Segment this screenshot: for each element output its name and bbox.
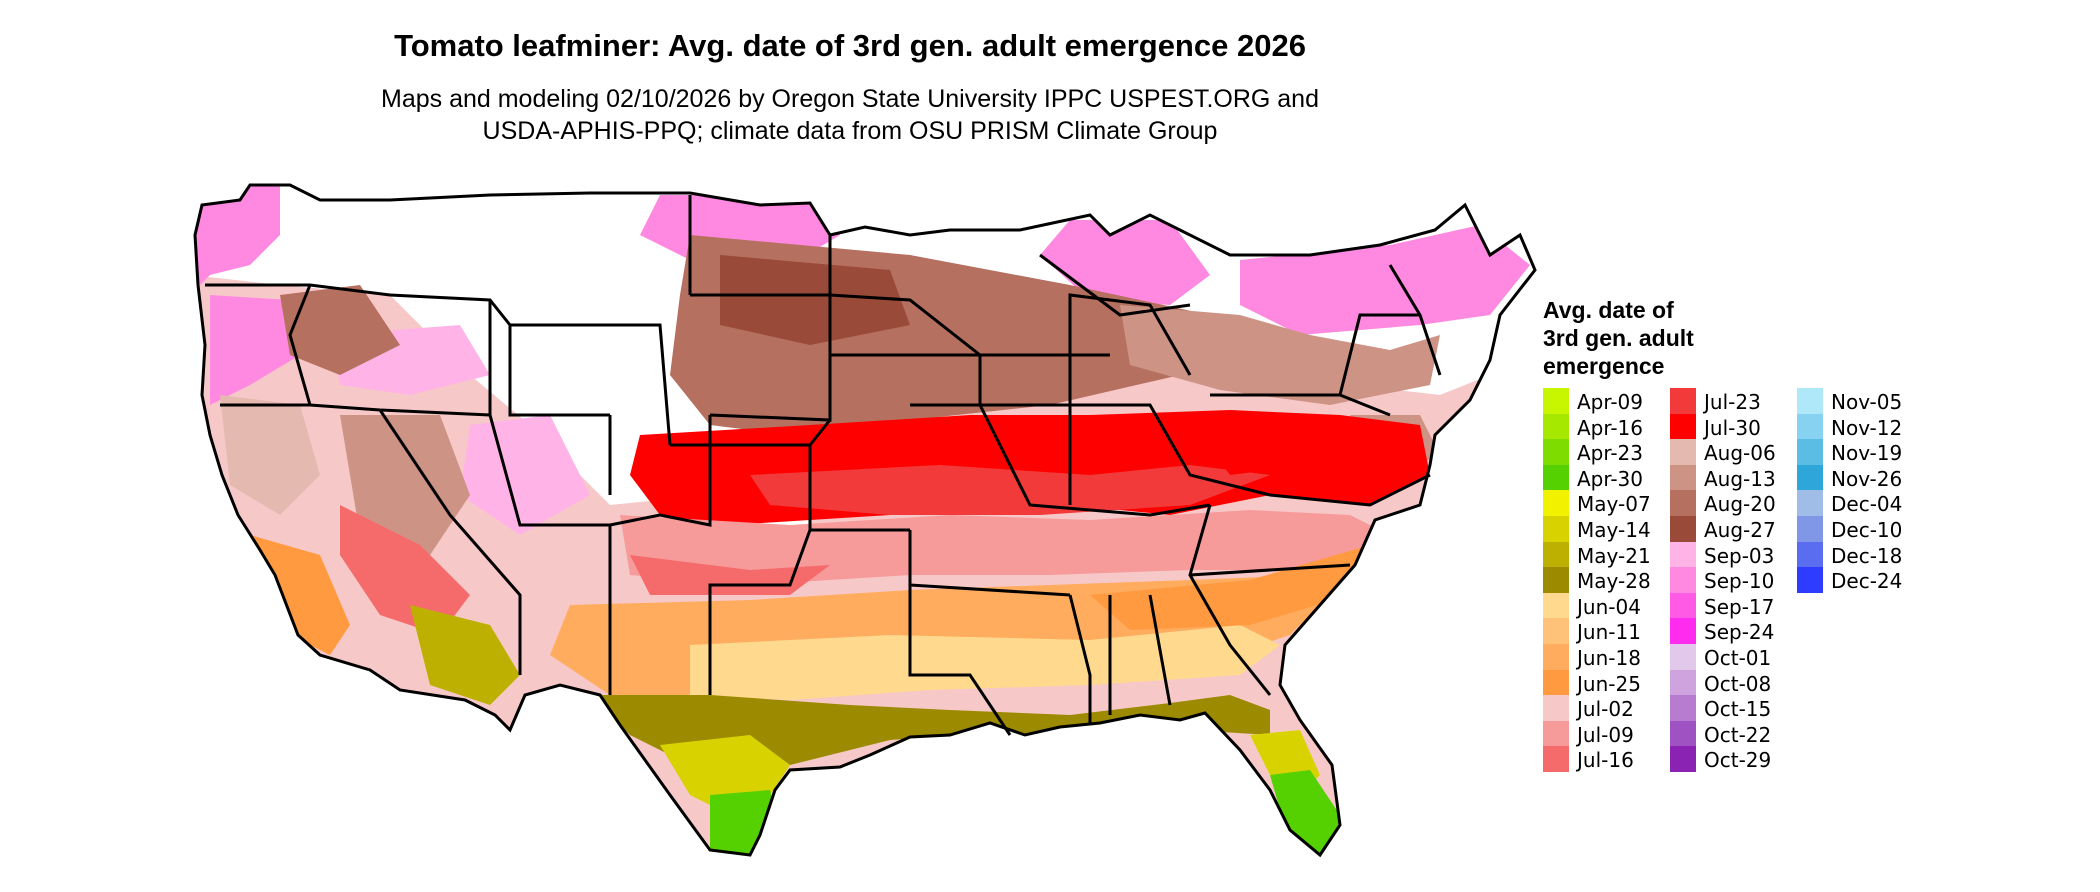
legend-title: Avg. date of 3rd gen. adult emergence: [1543, 296, 1783, 380]
map-subtitle-line-2: USDA-APHIS-PPQ; climate data from OSU PR…: [482, 117, 1218, 145]
legend-swatch: [1543, 695, 1569, 722]
legend-label: Dec-04: [1831, 492, 1903, 517]
legend-swatch: [1797, 464, 1823, 491]
legend-label: Sep-03: [1704, 543, 1775, 568]
legend-swatch: [1670, 643, 1696, 670]
legend-label: Nov-05: [1831, 390, 1903, 414]
legend-label: Sep-10: [1704, 569, 1775, 594]
legend-swatch: [1670, 746, 1696, 773]
legend-label: Jul-02: [1577, 697, 1634, 722]
legend-swatch: [1543, 643, 1569, 670]
legend-label: Sep-17: [1704, 594, 1775, 619]
legend-swatch: [1797, 541, 1823, 568]
legend-swatch: [1670, 592, 1696, 619]
legend-title-line-1: Avg. date of: [1543, 297, 1674, 323]
legend-label: Nov-26: [1831, 466, 1903, 491]
legend-label: Jun-25: [1577, 671, 1641, 696]
legend-swatch: [1797, 490, 1823, 517]
legend-title-line-2: 3rd gen. adult: [1543, 325, 1694, 351]
legend-label: Jul-23: [1704, 390, 1761, 414]
legend-swatch: [1543, 720, 1569, 747]
emergence-zones: [195, 185, 1535, 855]
legend-label: Nov-12: [1831, 415, 1903, 440]
legend-label: Oct-08: [1704, 671, 1772, 696]
legend-label: Dec-24: [1831, 569, 1903, 594]
legend-label: Oct-15: [1704, 697, 1772, 722]
legend-swatch: [1670, 413, 1696, 440]
legend-label: Jun-18: [1577, 645, 1641, 670]
legend-label: Sep-24: [1704, 620, 1775, 645]
legend-swatch: [1543, 541, 1569, 568]
legend-swatch: [1797, 515, 1823, 542]
legend-label: Nov-19: [1831, 441, 1903, 466]
legend-label: Jul-30: [1704, 415, 1761, 440]
legend-swatch: [1543, 669, 1569, 696]
legend-swatch: [1543, 567, 1569, 594]
legend-swatch: [1670, 669, 1696, 696]
legend-label: Oct-01: [1704, 645, 1772, 670]
legend-label: Dec-18: [1831, 543, 1903, 568]
legend-label: May-28: [1577, 569, 1651, 594]
legend-swatch: [1543, 490, 1569, 517]
legend-label: Dec-10: [1831, 517, 1903, 542]
legend-swatch: [1543, 413, 1569, 440]
map-subtitle-line-1: Maps and modeling 02/10/2026 by Oregon S…: [381, 85, 1319, 113]
legend-swatch: [1543, 618, 1569, 645]
legend-swatch: [1670, 618, 1696, 645]
legend-swatch: [1543, 592, 1569, 619]
legend-swatch: [1543, 439, 1569, 466]
legend-label: Jul-09: [1577, 722, 1634, 747]
legend-label: Aug-13: [1704, 466, 1776, 491]
legend-swatch: [1670, 567, 1696, 594]
legend-label: Aug-20: [1704, 492, 1776, 517]
legend-label: Jun-04: [1577, 594, 1641, 619]
legend-label: Apr-16: [1577, 415, 1643, 440]
legend-label: May-21: [1577, 543, 1651, 568]
legend-label: Aug-27: [1704, 517, 1776, 542]
legend-label: Apr-09: [1577, 390, 1643, 414]
legend-swatch: [1543, 746, 1569, 773]
legend-swatch: [1670, 439, 1696, 466]
state-borders: [193, 183, 1537, 857]
legend-swatch: [1670, 515, 1696, 542]
legend-swatch: [1670, 490, 1696, 517]
legend-label: May-14: [1577, 517, 1651, 542]
legend-label: Jul-16: [1577, 748, 1634, 773]
legend-swatch: [1670, 464, 1696, 491]
legend-swatch: [1670, 720, 1696, 747]
map-title: Tomato leafminer: Avg. date of 3rd gen. …: [394, 28, 1306, 63]
legend-label: Oct-22: [1704, 722, 1772, 747]
legend-swatch: [1670, 388, 1696, 414]
legend-label: Apr-23: [1577, 441, 1643, 466]
legend-swatch: [1670, 695, 1696, 722]
legend-label: Jun-11: [1577, 620, 1641, 645]
legend-title-line-3: emergence: [1543, 353, 1665, 379]
legend-swatch: [1543, 515, 1569, 542]
legend-swatch: [1797, 567, 1823, 594]
legend-label: Oct-29: [1704, 748, 1772, 773]
legend-swatch: [1797, 413, 1823, 440]
legend-swatch: [1670, 541, 1696, 568]
us-emergence-map: [193, 183, 1537, 857]
legend-swatch: [1543, 388, 1569, 414]
legend-label: May-07: [1577, 492, 1651, 517]
legend-swatch: [1797, 439, 1823, 466]
legend-label: Aug-06: [1704, 441, 1776, 466]
legend-swatch: [1543, 464, 1569, 491]
legend-swatch: [1797, 388, 1823, 414]
legend-label: Apr-30: [1577, 466, 1643, 491]
